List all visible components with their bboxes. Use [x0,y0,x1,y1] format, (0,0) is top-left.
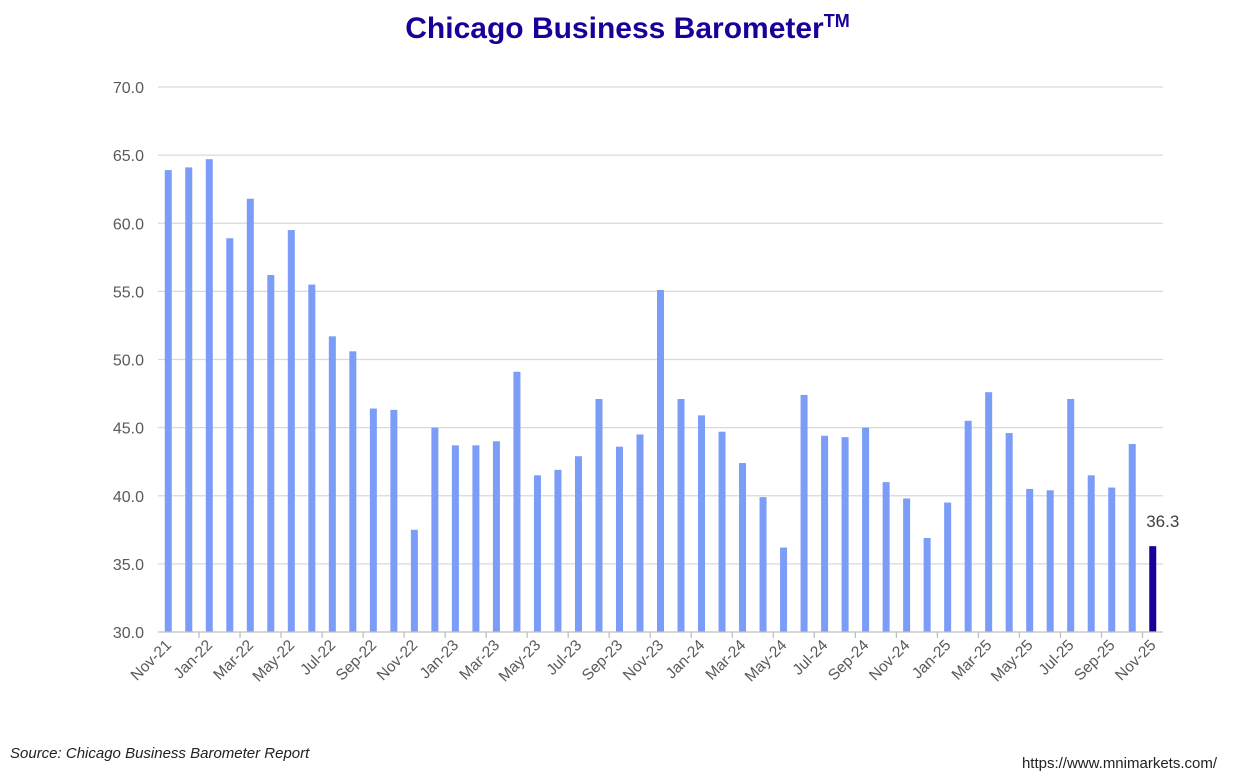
y-axis-ticks: 30.0 35.0 40.0 45.0 50.0 55.0 60.0 65.0 70.0 [113,80,144,642]
x-tick-label: Nov-24 [866,637,914,685]
x-tick-label: Jan-25 [909,637,955,683]
x-tick-label: Jan-24 [663,637,709,683]
source-note: Source: Chicago Business Barometer Repor… [10,745,310,762]
bar [841,437,849,632]
bar [1046,490,1054,632]
bar [492,441,500,632]
bar [882,482,890,632]
y-tick-label: 70.0 [113,80,144,97]
y-tick-label: 60.0 [113,216,144,233]
bar [800,394,808,632]
bar [677,399,685,632]
bar [636,434,644,632]
bar [1087,475,1095,632]
x-tick-label: Mar-22 [210,637,257,684]
bar [985,392,993,632]
bar [349,351,357,632]
bar-highlight [1149,546,1157,632]
bar [1067,399,1075,632]
bar [410,529,418,632]
bars [164,159,1157,633]
y-tick-label: 55.0 [113,284,144,301]
x-tick-label: Nov-22 [374,637,421,684]
x-tick-label: Jan-22 [171,637,217,683]
bar [821,435,829,632]
bar [369,408,377,632]
bar-chart: 30.0 35.0 40.0 45.0 50.0 55.0 60.0 65.0 70.0 Nov… [113,80,1179,686]
chart-title-text: Chicago Business Barometer [405,12,824,45]
y-tick-label: 35.0 [113,557,144,574]
bar [308,284,316,632]
x-tick-label: Nov-23 [620,637,667,684]
x-tick-label: May-22 [250,637,299,686]
bar [554,469,562,632]
site-url: https://www.mnimarkets.com/ [1021,755,1217,772]
bar [595,399,603,632]
bar [903,498,911,632]
x-tick-label: Jan-23 [417,637,463,683]
bar [923,537,931,632]
x-tick-label: Mar-24 [703,637,750,684]
bar [390,409,398,632]
x-tick-label: Sep-22 [333,637,380,684]
y-tick-label: 45.0 [113,421,144,438]
bar [287,230,295,632]
bar [718,431,726,632]
bar [944,502,952,632]
x-tick-label: May-24 [742,637,791,686]
y-tick-label: 65.0 [113,148,144,165]
x-tick-label: Mar-25 [949,637,996,684]
bar [964,420,972,632]
bar [431,427,439,632]
data-labels: 36.3 [1146,512,1179,531]
x-axis [158,631,1163,638]
bar [205,159,213,632]
y-tick-label: 30.0 [113,625,144,642]
x-tick-label: Sep-25 [1071,637,1118,684]
bar [267,275,275,632]
y-tick-label: 50.0 [113,353,144,370]
bar [164,170,172,633]
bar [513,371,521,632]
bar [1128,443,1136,632]
bar [1108,487,1116,632]
bar [780,547,788,632]
data-label-latest: 36.3 [1146,512,1179,531]
bar [1005,433,1013,632]
bar [759,497,767,632]
bar [185,167,193,632]
x-tick-label: May-23 [496,637,545,686]
bar [739,463,747,632]
bar [615,446,623,632]
bar [698,415,706,632]
x-tick-label: Nov-21 [128,637,175,684]
x-tick-label: Sep-23 [579,637,626,684]
bar [574,456,582,632]
bar [533,475,541,632]
bar [328,336,336,632]
x-tick-label: Mar-23 [457,637,504,684]
bar [862,427,870,632]
bar [246,198,254,632]
chart-title: Chicago Business BarometerTM [0,12,1255,46]
bar [226,238,234,633]
bar [472,445,480,632]
trademark-mark: TM [823,11,850,31]
y-tick-label: 40.0 [113,489,144,506]
bar [451,445,459,632]
x-tick-label: Nov-25 [1112,637,1159,684]
bar [1026,488,1034,632]
x-tick-label: May-25 [988,637,1037,686]
bar [657,290,664,632]
x-tick-label: Sep-24 [825,637,873,685]
